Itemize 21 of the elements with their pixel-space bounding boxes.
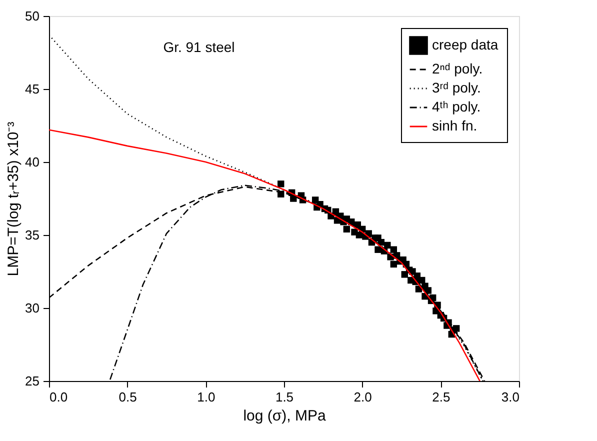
legend-label: sinh fn.	[432, 118, 478, 134]
legend-label: 3ʳᵈ poly.	[432, 80, 481, 96]
legend-label: creep data	[432, 36, 498, 52]
y-tick-label: 40	[25, 154, 40, 170]
x-tick-label: 1.5	[275, 390, 294, 404]
y-tick-label: 50	[25, 8, 40, 24]
y-axis-title: LMP=T(log tᵣ+35) x10⁻³	[5, 122, 22, 276]
x-tick-label: 0.0	[50, 390, 68, 404]
x-tick-label: 2.5	[432, 390, 450, 404]
x-tick-label: 3.0	[501, 390, 520, 404]
legend-label: 4ᵗʰ poly.	[432, 98, 481, 114]
x-tick-label: 2.0	[354, 390, 372, 404]
y-tick-label: 45	[25, 82, 40, 96]
x-axis-title: log (σ), MPa	[243, 408, 326, 424]
annotation: Gr. 91 steel	[163, 39, 235, 55]
x-tick-label: 0.5	[118, 390, 137, 404]
y-tick-label: 35	[25, 228, 40, 242]
y-tick-label: 25	[25, 374, 40, 388]
x-tick-label: 1.0	[197, 390, 216, 404]
legend-label: 2ⁿᵈ poly.	[432, 60, 483, 76]
y-tick-label: 30	[25, 300, 40, 316]
